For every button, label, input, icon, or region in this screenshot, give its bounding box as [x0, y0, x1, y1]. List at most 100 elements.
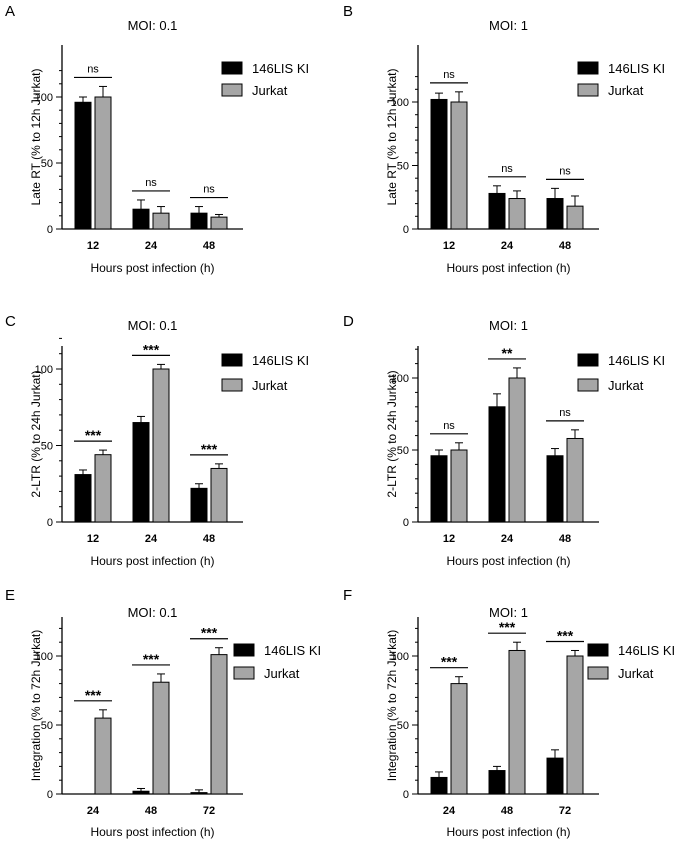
y-tick-label: 100 [391, 651, 409, 663]
significance-label: *** [201, 441, 218, 457]
y-tick-label: 50 [397, 720, 409, 732]
bar-jurkat-24 [152, 368, 170, 523]
legend-swatch [577, 378, 599, 392]
chart-title: MOI: 0.1 [128, 18, 178, 33]
panel-letter: E [5, 587, 15, 604]
bar-jurkat-48 [566, 205, 584, 230]
y-tick-label: 0 [47, 517, 53, 529]
legend-swatch [233, 643, 255, 657]
y-axis-label: Late RT (% to 12h Jurkat) [385, 69, 399, 206]
y-tick-label: 0 [403, 517, 409, 529]
legend-swatch [221, 83, 243, 97]
y-tick-label: 50 [41, 158, 53, 170]
bar-ki-72 [190, 792, 208, 795]
x-tick-label: 48 [203, 240, 215, 252]
panel-letter: B [343, 3, 353, 20]
bar-ki-24 [430, 776, 448, 795]
bar-ki-24 [488, 192, 506, 230]
y-tick-label: 0 [47, 224, 53, 236]
legend-label: 146LIS KI [618, 643, 675, 658]
bar-jurkat-12 [94, 454, 112, 523]
bar-ki-12 [430, 455, 448, 523]
x-axis-label: Hours post infection (h) [446, 825, 570, 839]
y-tick-label: 100 [35, 651, 53, 663]
x-axis-label: Hours post infection (h) [446, 554, 570, 568]
significance-label: ns [559, 407, 571, 419]
x-tick-label: 24 [87, 805, 100, 817]
bar-ki-48 [488, 770, 506, 795]
legend-swatch [587, 666, 609, 680]
bar-jurkat-48 [508, 649, 526, 795]
panel-letter: D [343, 313, 354, 330]
bar-jurkat-48 [566, 437, 584, 523]
bar-jurkat-12 [94, 96, 112, 230]
legend-label: 146LIS KI [252, 61, 309, 76]
legend-label: 146LIS KI [608, 61, 665, 76]
x-tick-label: 24 [145, 240, 158, 252]
bar-jurkat-24 [508, 198, 526, 230]
x-tick-label: 12 [87, 240, 99, 252]
bar-ki-12 [74, 101, 92, 230]
legend-swatch [221, 61, 243, 75]
legend-label: 146LIS KI [264, 643, 321, 658]
x-tick-label: 24 [443, 805, 456, 817]
x-tick-label: 24 [145, 533, 158, 545]
y-tick-label: 50 [41, 720, 53, 732]
legend-label: Jurkat [608, 378, 644, 393]
bar-jurkat-72 [566, 655, 584, 795]
significance-label: ns [443, 420, 455, 432]
x-tick-label: 12 [443, 240, 455, 252]
panel-letter: A [5, 3, 15, 20]
legend-label: 146LIS KI [252, 353, 309, 368]
bar-ki-24 [132, 422, 150, 523]
y-tick-label: 50 [397, 445, 409, 457]
significance-label: *** [85, 687, 102, 703]
significance-label: *** [499, 619, 516, 635]
y-axis-label: 2-LTR (% to 24h Jurkat) [29, 370, 43, 497]
y-tick-label: 0 [47, 789, 53, 801]
significance-label: *** [557, 627, 574, 643]
chart-title: MOI: 1 [489, 318, 528, 333]
bar-jurkat-24 [152, 212, 170, 230]
x-tick-label: 48 [145, 805, 157, 817]
significance-label: ns [443, 69, 455, 81]
y-tick-label: 100 [391, 373, 409, 385]
legend-label: Jurkat [608, 83, 644, 98]
significance-label: *** [441, 654, 458, 670]
y-tick-label: 50 [397, 161, 409, 173]
significance-label: ns [501, 163, 513, 175]
bar-jurkat-72 [210, 654, 228, 795]
chart-title: MOI: 1 [489, 605, 528, 620]
bar-ki-24 [488, 406, 506, 523]
significance-label: ns [559, 165, 571, 177]
y-axis-label: Integration (% to 72h Jurkat) [385, 630, 399, 781]
bar-ki-12 [74, 474, 92, 523]
x-axis-label: Hours post infection (h) [90, 261, 214, 275]
x-tick-label: 72 [203, 805, 215, 817]
bar-ki-48 [546, 198, 564, 230]
panel-letter: F [343, 587, 352, 604]
significance-label: ns [87, 63, 99, 75]
bar-ki-48 [546, 455, 564, 523]
x-tick-label: 48 [501, 805, 513, 817]
y-axis-label: 2-LTR (% to 24h Jurkat) [385, 370, 399, 497]
significance-label: ** [502, 345, 513, 361]
legend-swatch [233, 666, 255, 680]
bar-jurkat-24 [450, 683, 468, 795]
bar-jurkat-48 [210, 467, 228, 523]
y-tick-label: 100 [35, 364, 53, 376]
x-tick-label: 48 [203, 533, 215, 545]
legend-label: Jurkat [618, 666, 654, 681]
significance-label: *** [143, 651, 160, 667]
y-tick-label: 100 [391, 97, 409, 109]
significance-label: *** [201, 625, 218, 641]
x-axis-label: Hours post infection (h) [90, 825, 214, 839]
legend-swatch [221, 378, 243, 392]
x-tick-label: 24 [501, 240, 514, 252]
